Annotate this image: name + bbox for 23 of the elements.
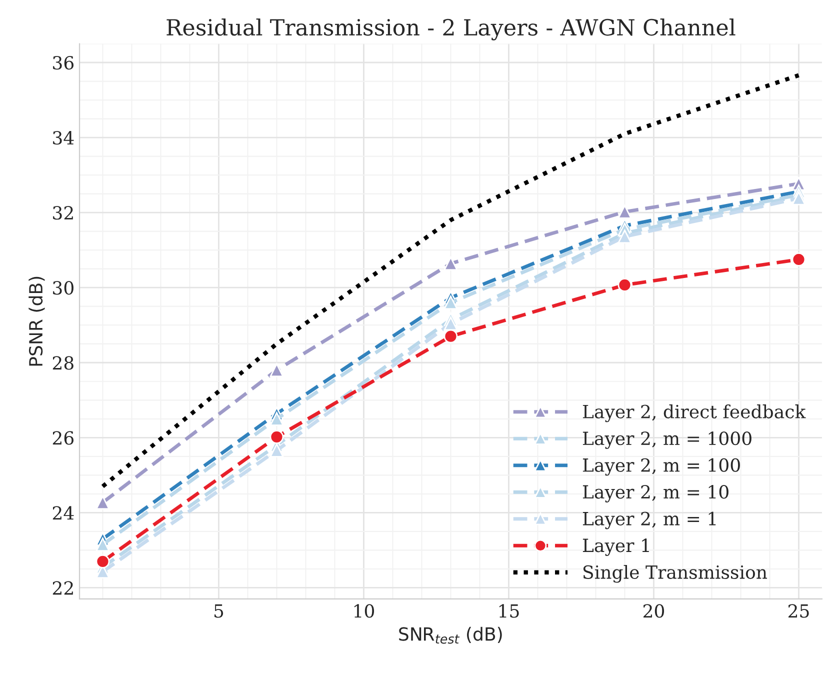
x-tick-label: 10 — [354, 604, 374, 618]
y-tick-label: 28 — [52, 356, 74, 370]
legend-label: Layer 1 — [582, 538, 649, 556]
legend-label: Layer 2, m = 1000 — [582, 432, 752, 449]
y-tick-label: 34 — [53, 130, 74, 145]
legend-label: Single Transmission — [583, 564, 768, 583]
x-axis-title: SNR$_{test}$ (dB) — [399, 626, 502, 644]
legend-label: Layer 2, m = 100 — [582, 458, 740, 476]
y-tick-label: 32 — [53, 206, 73, 220]
x-tick-label: 5 — [214, 604, 224, 618]
x-tick-label: 25 — [788, 604, 809, 618]
legend-label: Layer 2, direct feedback — [582, 404, 806, 422]
y-tick-label: 36 — [53, 56, 74, 70]
x-tick-label: 15 — [499, 604, 519, 618]
x-tick-label: 20 — [643, 604, 664, 618]
y-tick-label: 26 — [52, 431, 74, 445]
y-tick-label: 22 — [52, 581, 73, 595]
y-tick-label: 30 — [53, 281, 74, 295]
legend-label: Layer 2, m = 10 — [582, 485, 728, 502]
chart-title: Residual Transmission - 2 Layers - AWGN Channel — [166, 18, 736, 40]
y-tick-label: 24 — [52, 506, 74, 520]
legend-label: Layer 2, m = 1 — [582, 512, 716, 530]
y-axis-title: PSNR (dB) — [28, 276, 45, 366]
